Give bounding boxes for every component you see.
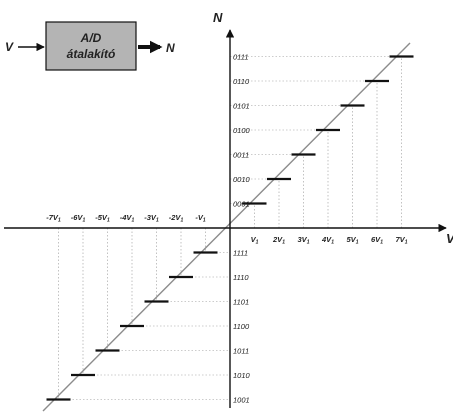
- x-axis-title: V: [446, 231, 453, 246]
- code-label: 0111: [233, 53, 249, 62]
- x-tick-label: -5V1: [95, 213, 110, 224]
- input-signal-label: V: [5, 40, 14, 54]
- code-label: 0100: [233, 126, 251, 135]
- code-label: 1010: [233, 371, 251, 380]
- y-axis-title: N: [213, 10, 223, 25]
- x-tick-label: 6V1: [371, 235, 383, 246]
- x-tick-label: -7V1: [46, 213, 61, 224]
- x-tick-label: -4V1: [120, 213, 135, 224]
- code-label: 0010: [233, 175, 251, 184]
- code-label: 0110: [233, 77, 250, 86]
- code-label: 1100: [233, 322, 250, 331]
- code-label: 0101: [233, 102, 250, 111]
- code-label: 1101: [233, 298, 249, 307]
- code-label: 0001: [233, 200, 250, 209]
- x-tick-label: -V1: [195, 213, 206, 224]
- ideal-transfer-line: [43, 43, 410, 411]
- x-tick-label: 5V1: [347, 235, 359, 246]
- converter-box: [46, 22, 136, 70]
- code-label: 1111: [233, 249, 248, 258]
- x-tick-label: -3V1: [144, 213, 159, 224]
- x-tick-label: 2V1: [272, 235, 285, 246]
- x-tick-label: 3V1: [298, 235, 310, 246]
- x-tick-label: -2V1: [169, 213, 184, 224]
- converter-title: A/D: [80, 31, 102, 45]
- x-tick-label: 7V1: [396, 235, 408, 246]
- code-label: 1001: [233, 396, 250, 405]
- ad-converter-block: V A/D átalakító N: [5, 22, 175, 70]
- x-tick-label: -6V1: [71, 213, 86, 224]
- converter-subtitle: átalakító: [67, 47, 116, 61]
- code-label: 1110: [233, 273, 249, 282]
- code-label: 1011: [233, 347, 249, 356]
- output-signal-label: N: [166, 41, 175, 55]
- code-label: 0011: [233, 151, 249, 160]
- x-tick-label: V1: [251, 235, 259, 246]
- x-tick-label: 4V1: [321, 235, 334, 246]
